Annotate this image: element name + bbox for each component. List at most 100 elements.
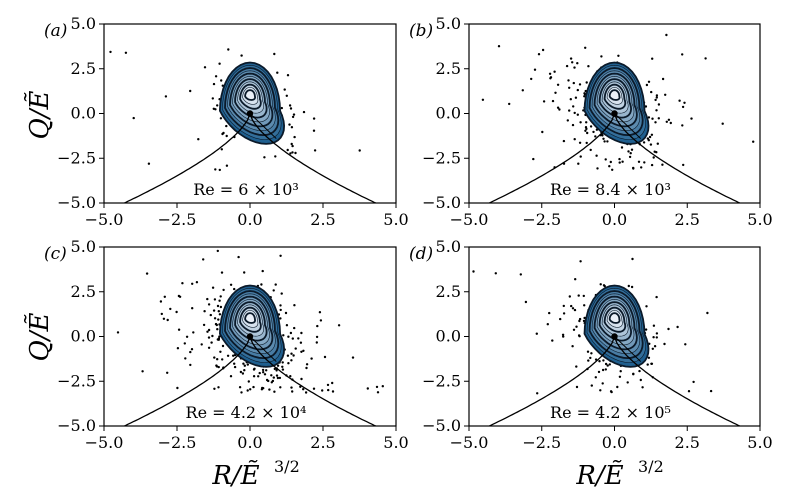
scatter-point	[541, 130, 544, 134]
scatter-point	[562, 312, 566, 315]
xlabel-right-text: R/Ẽ	[575, 459, 623, 491]
scatter-point	[667, 118, 671, 122]
scatter-point	[294, 151, 297, 155]
scatter-point	[644, 328, 648, 331]
scatter-point	[569, 98, 572, 101]
y-tick-label: 2.5	[436, 282, 461, 301]
scatter-point	[602, 284, 606, 287]
scatter-point	[281, 361, 284, 364]
scatter-point	[618, 157, 621, 161]
scatter-point	[576, 62, 579, 65]
scatter-point	[270, 374, 273, 377]
scatter-point	[212, 309, 216, 312]
scatter-point	[655, 109, 658, 112]
scatter-point	[279, 386, 282, 389]
scatter-point	[536, 392, 539, 395]
scatter-point	[229, 283, 233, 286]
scatter-point	[273, 390, 276, 393]
scatter-point	[300, 331, 303, 335]
scatter-point	[237, 255, 240, 259]
scatter-point	[669, 121, 672, 125]
scatter-point	[601, 134, 604, 137]
scatter-point	[556, 106, 560, 109]
scatter-point	[323, 355, 327, 359]
scatter-point	[681, 105, 685, 109]
scatter-point	[521, 89, 524, 92]
scatter-point	[203, 310, 206, 313]
scatter-point	[577, 294, 580, 297]
scatter-point	[553, 70, 556, 73]
scatter-point	[216, 104, 219, 107]
scatter-point	[604, 158, 607, 161]
scatter-point	[209, 313, 212, 317]
scatter-point	[302, 388, 305, 391]
scatter-point	[655, 94, 659, 97]
panel-1: −5.0 −2.5 0.0 2.5 5.0−5.0−2.50.02.55.0(a)Re …	[44, 14, 409, 229]
scatter-point	[609, 160, 612, 164]
scatter-point	[270, 381, 273, 384]
y-tick-label: −2.5	[422, 371, 461, 390]
y-tick-label: 2.5	[436, 59, 461, 78]
scatter-point	[604, 368, 607, 371]
scatter-point	[247, 243, 249, 245]
scatter-point	[279, 308, 282, 312]
scatter-point	[284, 311, 288, 315]
scatter-point	[585, 141, 588, 145]
scatter-point	[637, 160, 641, 163]
scatter-point	[551, 339, 554, 342]
scatter-point	[233, 287, 236, 291]
scatter-point	[425, 287, 427, 289]
scatter-point	[184, 357, 187, 360]
scatter-point	[598, 360, 601, 363]
scatter-point	[530, 77, 533, 81]
x-tick-label: 0.0	[237, 210, 262, 229]
scatter-point	[288, 104, 292, 107]
scatter-point	[240, 54, 243, 57]
discriminant-curve	[122, 334, 378, 426]
y-tick-label: 2.5	[71, 282, 96, 301]
scatter-point	[597, 370, 601, 374]
reynolds-label: Re = 4.2 × 10⁴	[186, 403, 307, 422]
scatter-point	[219, 350, 222, 353]
scatter-point	[216, 249, 219, 253]
scatter-point	[337, 324, 341, 327]
scatter-point	[586, 5, 588, 7]
scatter-point	[302, 349, 305, 352]
plot-area	[109, 48, 378, 203]
scatter-point	[582, 319, 586, 323]
panel-label: (c)	[44, 244, 67, 264]
scatter-point	[225, 164, 229, 167]
scatter-point	[280, 292, 283, 295]
scatter-point	[243, 364, 246, 367]
scatter-point	[88, 310, 90, 312]
scatter-point	[331, 390, 335, 393]
scatter-point	[532, 157, 535, 161]
y-tick-label: −5.0	[422, 416, 461, 435]
scatter-point	[262, 371, 265, 374]
scatter-point	[683, 101, 686, 105]
scatter-point	[291, 337, 294, 340]
scatter-point	[289, 375, 292, 378]
scatter-point	[568, 86, 571, 90]
scatter-point	[216, 358, 219, 361]
scatter-point	[655, 336, 658, 339]
scatter-point	[273, 52, 276, 56]
x-tick-label: −2.5	[158, 210, 197, 229]
scatter-point	[579, 121, 582, 124]
scatter-point	[202, 323, 206, 327]
scatter-point	[546, 323, 549, 326]
plot-area	[88, 243, 384, 426]
scatter-point	[609, 390, 613, 393]
x-tick-label: 2.5	[310, 210, 335, 229]
scatter-point	[243, 271, 246, 274]
scatter-point	[578, 141, 582, 144]
scatter-point	[287, 362, 290, 365]
scatter-point	[663, 342, 666, 346]
scatter-point	[222, 288, 225, 292]
x-tick-label: −5.0	[85, 210, 124, 229]
scatter-point	[285, 94, 288, 98]
scatter-point	[238, 386, 242, 389]
scatter-point	[292, 113, 296, 116]
scatter-point	[578, 83, 582, 86]
scatter-point	[274, 155, 277, 158]
